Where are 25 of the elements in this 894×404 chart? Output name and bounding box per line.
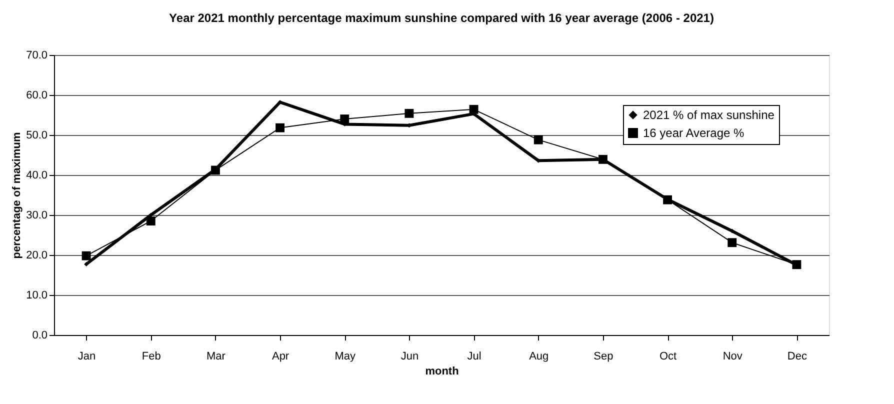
x-tick-label: Jun bbox=[400, 350, 419, 362]
legend-label: 2021 % of max sunshine bbox=[643, 108, 775, 122]
x-tick-label: Dec bbox=[787, 350, 808, 362]
x-tick-label: May bbox=[334, 350, 356, 362]
x-tick-label: Feb bbox=[142, 350, 161, 362]
y-tick-label: 20.0 bbox=[26, 250, 48, 262]
chart-title: Year 2021 monthly percentage maximum sunshine compared with 16 year average (2006 - 2021) bbox=[169, 11, 714, 25]
y-tick-label: 40.0 bbox=[26, 170, 48, 182]
x-tick-label: Jan bbox=[78, 350, 96, 362]
y-tick-label: 60.0 bbox=[26, 90, 48, 102]
y-tick-label: 50.0 bbox=[26, 130, 48, 142]
x-tick-label: Jul bbox=[467, 350, 482, 362]
x-tick-label: Oct bbox=[659, 350, 677, 362]
x-tick-label: Apr bbox=[272, 350, 290, 362]
y-tick-label: 70.0 bbox=[26, 50, 48, 62]
y-tick-label: 30.0 bbox=[26, 210, 48, 222]
y-axis-title: percentage of maximum bbox=[11, 132, 24, 259]
legend-label: 16 year Average % bbox=[643, 126, 745, 140]
x-tick-label: Sep bbox=[594, 350, 614, 362]
y-tick-label: 0.0 bbox=[32, 330, 48, 342]
x-tick-label: Aug bbox=[529, 350, 549, 362]
x-tick-label: Mar bbox=[206, 350, 226, 362]
x-tick-label: Nov bbox=[722, 350, 743, 362]
y-tick-label: 10.0 bbox=[26, 290, 48, 302]
x-axis-title: month bbox=[425, 366, 460, 378]
